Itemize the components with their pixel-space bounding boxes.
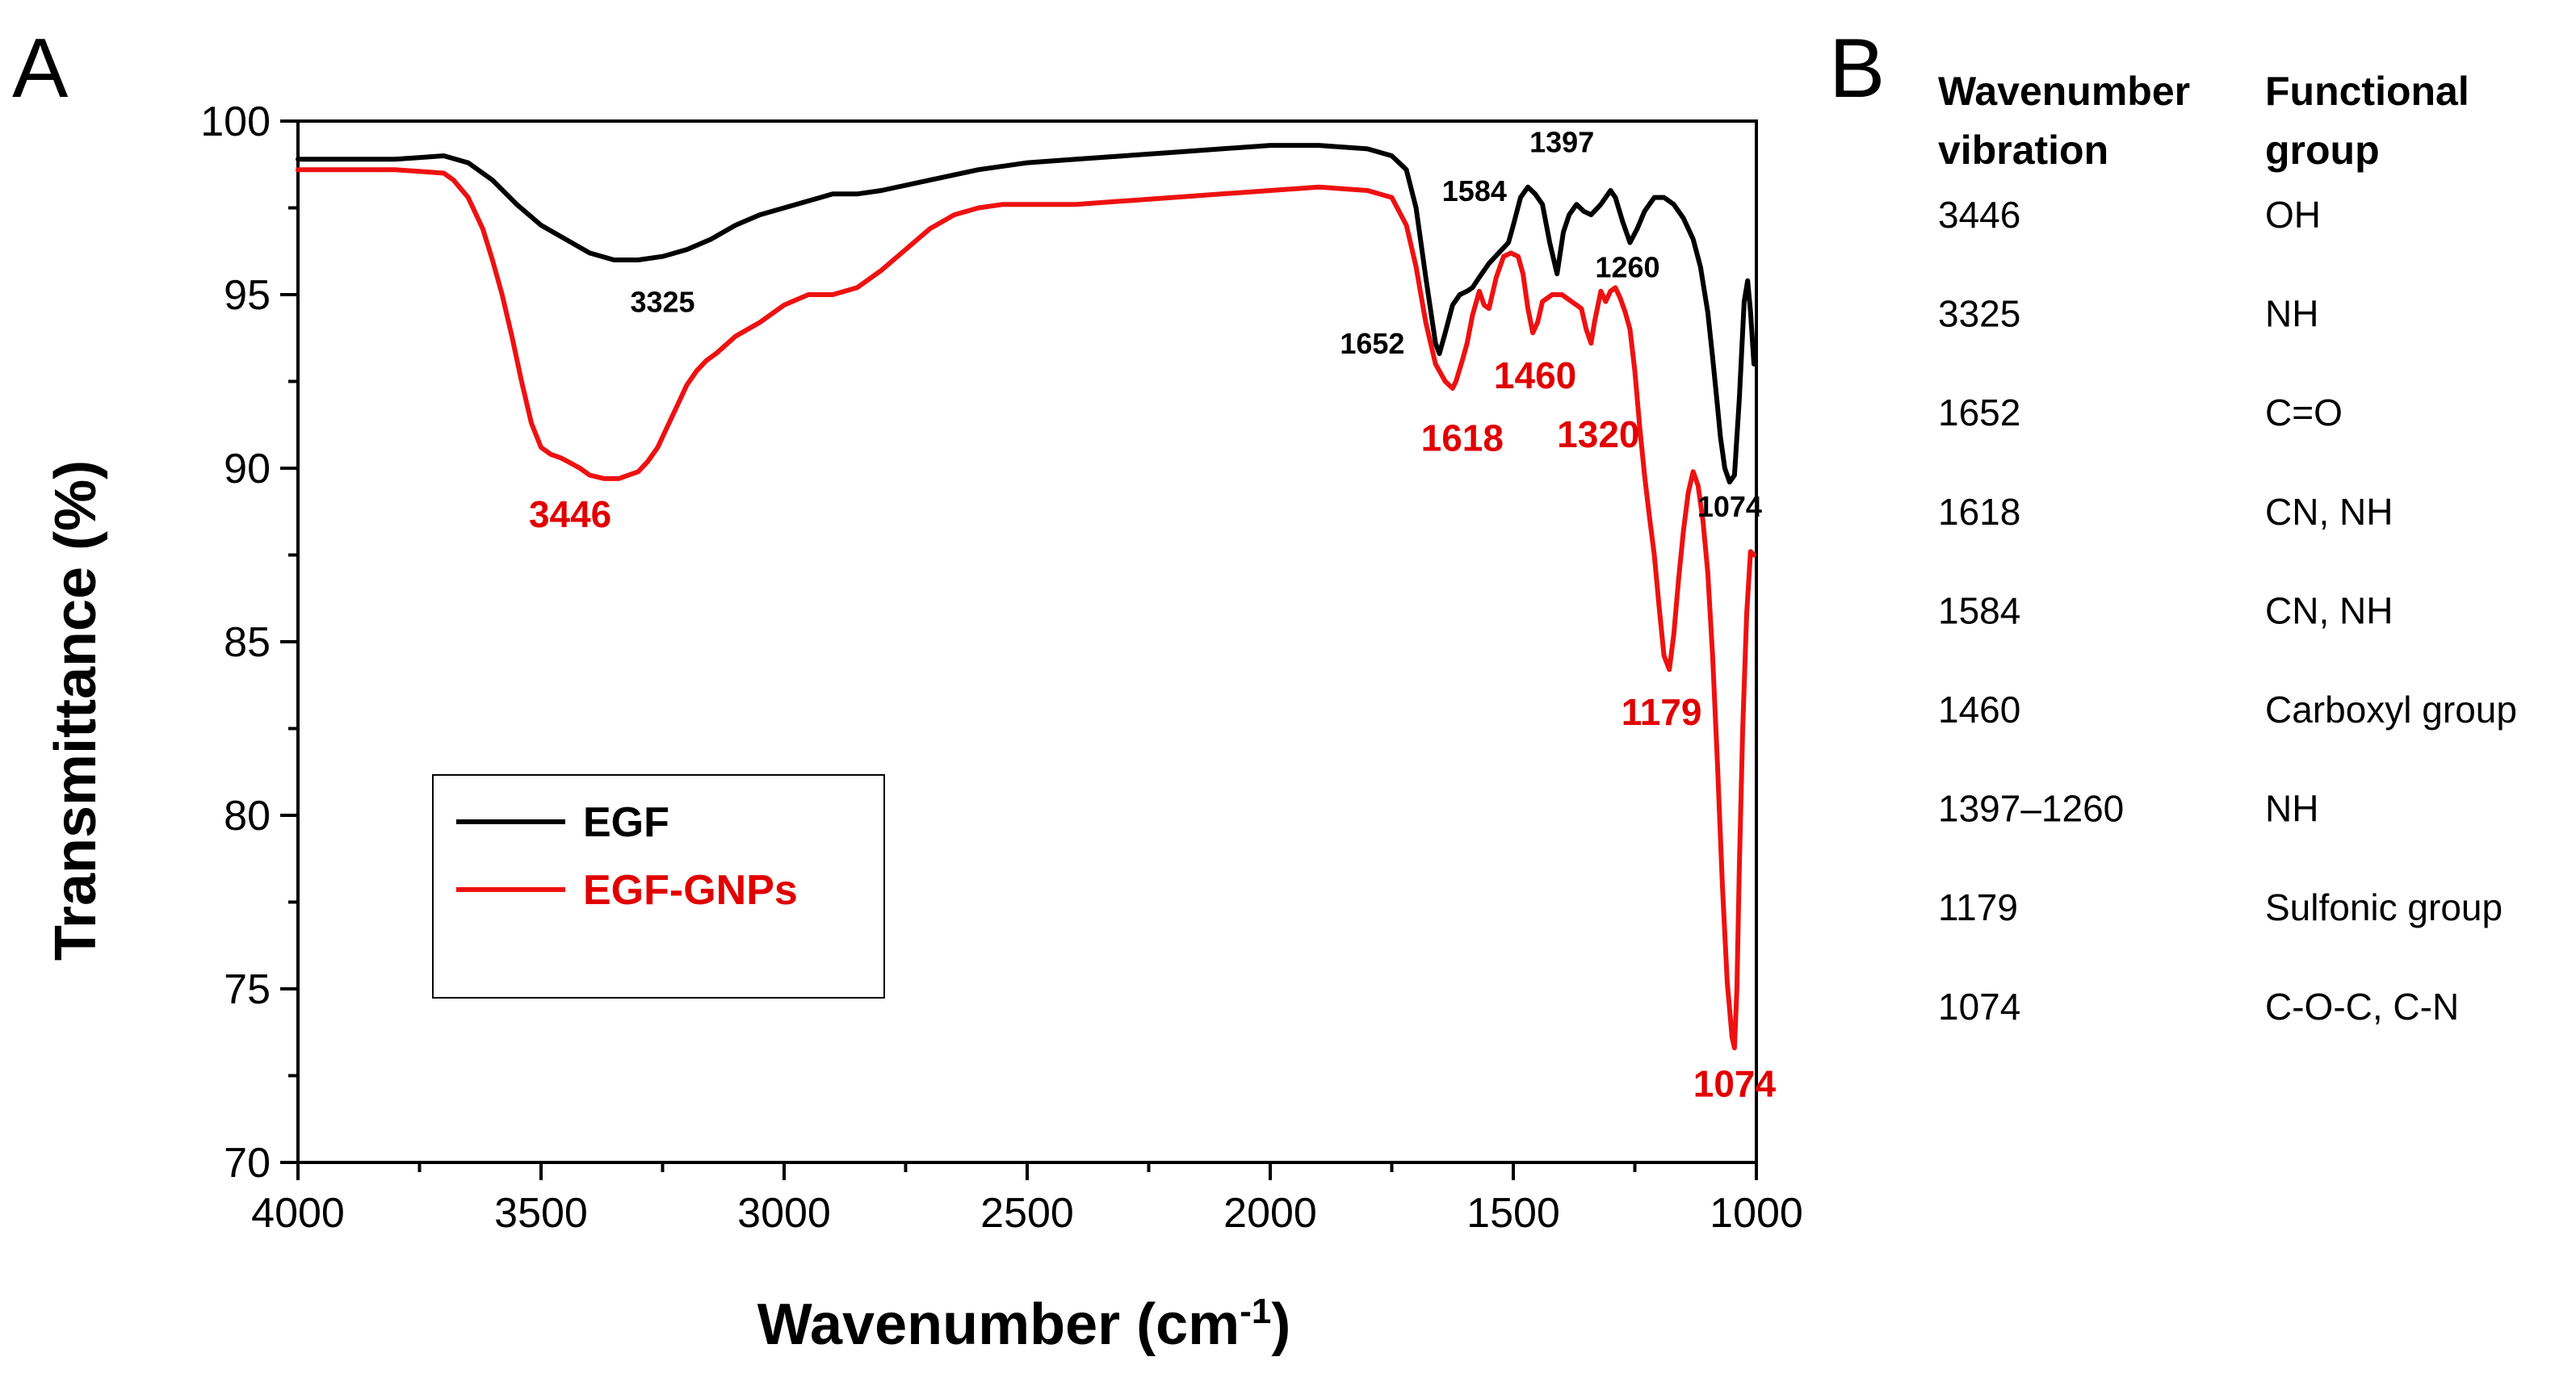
table-cell-wavenumber: 1460	[1938, 689, 2020, 731]
legend-frame	[432, 774, 885, 999]
x-tick-label: 3000	[737, 1190, 831, 1237]
table-cell-functional-group: CN, NH	[2265, 491, 2393, 533]
y-tick-label: 85	[224, 619, 271, 666]
series-line-egf-gnps	[296, 167, 1756, 1051]
peak-label-red-1320: 1320	[1557, 413, 1639, 455]
y-tick-label: 75	[224, 966, 271, 1013]
x-tick-label: 1000	[1710, 1190, 1803, 1237]
x-tick-label: 3500	[494, 1190, 588, 1237]
panel-b-letter: B	[1829, 22, 1885, 115]
y-tick-label: 80	[224, 793, 271, 840]
x-axis-title-main: Wavenumber (cm	[757, 1292, 1240, 1357]
table-header-group-line1: Functional	[2265, 69, 2469, 114]
x-tick-label: 2000	[1223, 1190, 1317, 1237]
peak-label-red-1460: 1460	[1494, 354, 1576, 396]
y-tick-label: 70	[224, 1140, 271, 1187]
legend-label-egf-gnps: EGF-GNPs	[583, 867, 798, 914]
functional-group-table: 3446 OH 3325 NH 1652 C=O 1618 CN, NH 1584 CN, NH 1…	[1938, 194, 2517, 1028]
y-axis-ticks: 70 75 80 85 90 95 100	[200, 98, 298, 1187]
legend-label-egf: EGF	[583, 799, 669, 846]
table-header-wavenumber-line2: vibration	[1938, 128, 2108, 173]
table-cell-functional-group: Sulfonic group	[2265, 886, 2503, 928]
peak-label-black-1074: 1074	[1697, 490, 1762, 523]
peak-label-red-1618: 1618	[1421, 417, 1504, 459]
y-tick-label: 90	[224, 446, 271, 492]
table-cell-wavenumber: 1397–1260	[1938, 788, 2124, 830]
table-cell-wavenumber: 3325	[1938, 293, 2020, 335]
peak-label-black-1652: 1652	[1340, 327, 1404, 360]
table-cell-functional-group: C=O	[2265, 392, 2343, 433]
table-header-wavenumber-line1: Wavenumber	[1938, 69, 2190, 114]
table-cell-functional-group: C-O-C, C-N	[2265, 986, 2459, 1028]
table-cell-wavenumber: 1652	[1938, 392, 2020, 433]
x-tick-label: 2500	[980, 1190, 1074, 1237]
table-cell-wavenumber: 1618	[1938, 491, 2020, 533]
peak-label-red-1074: 1074	[1693, 1062, 1777, 1104]
table-cell-wavenumber: 3446	[1938, 194, 2020, 236]
plot-area-frame	[296, 119, 1758, 1164]
peak-label-black-1397: 1397	[1529, 126, 1594, 159]
table-cell-functional-group: OH	[2265, 194, 2321, 236]
table-header-group-line2: group	[2265, 128, 2380, 173]
table-cell-functional-group: NH	[2265, 788, 2318, 830]
series-lines	[296, 143, 1756, 1051]
legend: EGF EGF-GNPs	[432, 774, 885, 999]
y-tick-label: 95	[224, 272, 271, 319]
x-axis-title-close: )	[1271, 1292, 1290, 1357]
x-axis-ticks: 4000 3500 3000 2500 2000 1500 1000	[251, 1162, 1803, 1237]
panel-a-letter: A	[12, 22, 69, 115]
table-cell-functional-group: Carboxyl group	[2265, 689, 2517, 731]
peak-label-black-1584: 1584	[1442, 174, 1507, 207]
y-axis-title: Transmittance (%)	[44, 460, 108, 961]
table-cell-functional-group: CN, NH	[2265, 589, 2393, 631]
table-cell-wavenumber: 1179	[1938, 886, 2018, 928]
table-cell-functional-group: NH	[2265, 293, 2318, 335]
y-tick-label: 100	[200, 98, 271, 145]
x-tick-label: 4000	[251, 1190, 345, 1237]
x-axis-title-superscript: -1	[1240, 1292, 1271, 1331]
table-cell-wavenumber: 1074	[1938, 986, 2020, 1028]
peak-label-black-1260: 1260	[1595, 251, 1659, 284]
x-tick-label: 1500	[1466, 1190, 1560, 1237]
x-axis-title: Wavenumber (cm-1)	[757, 1292, 1291, 1357]
panel-b: B Wavenumber vibration Functional group …	[1829, 22, 2517, 1028]
series-line-egf	[296, 143, 1756, 485]
table-cell-wavenumber: 1584	[1938, 589, 2020, 631]
peak-label-black-3325: 3325	[630, 286, 694, 319]
peak-label-red-3446: 3446	[529, 493, 611, 535]
peak-annotations: 3325 1652 1584 1397 1260 1074 3446 1618 1460 1320…	[529, 126, 1777, 1105]
peak-label-red-1179: 1179	[1622, 691, 1702, 733]
